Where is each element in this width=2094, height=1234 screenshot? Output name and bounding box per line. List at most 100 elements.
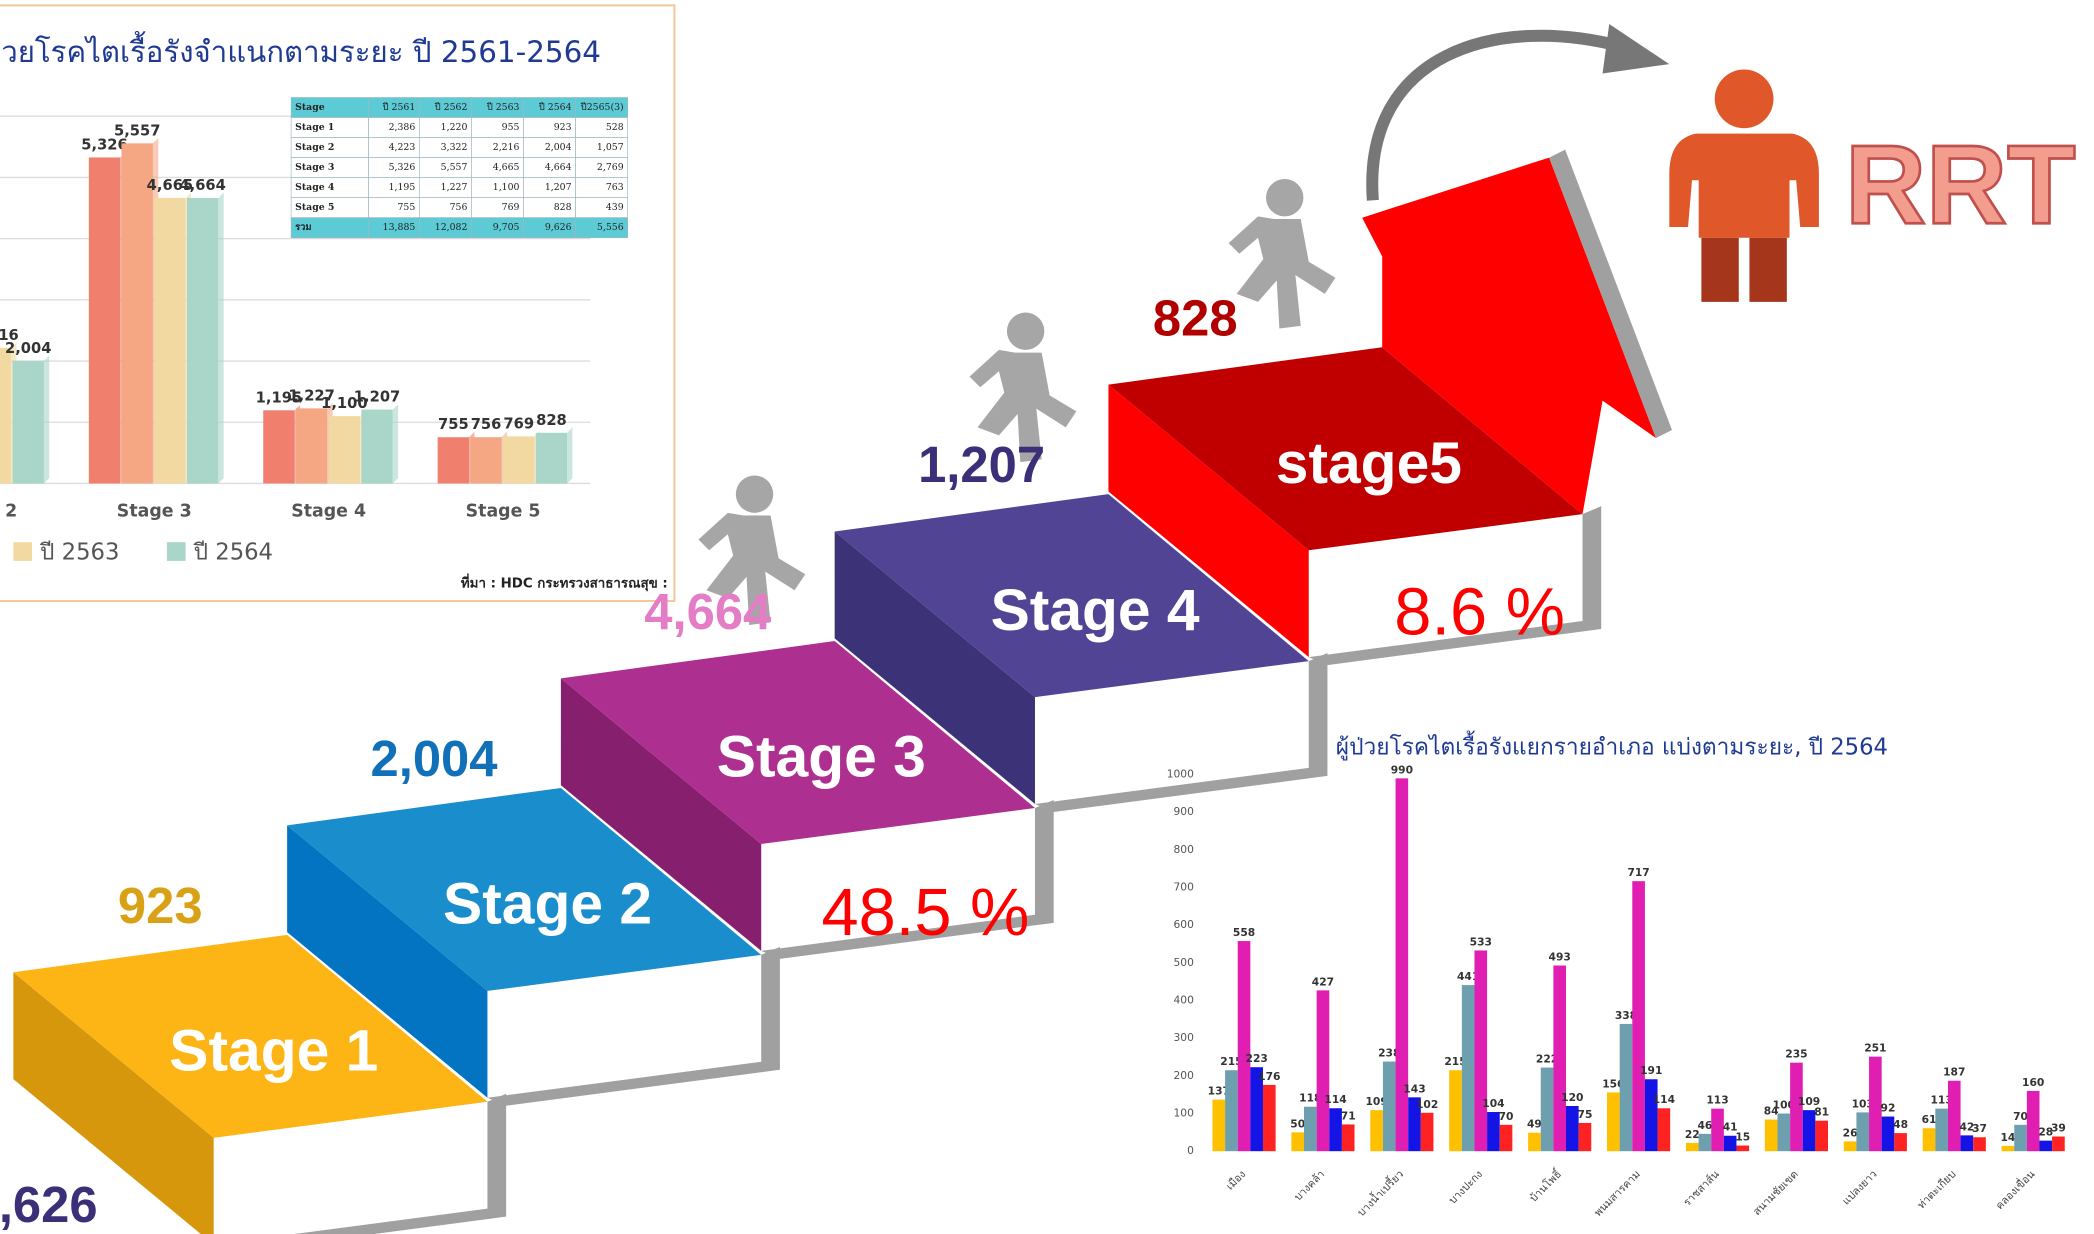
bar <box>1699 1134 1712 1151</box>
value-label: 48 <box>1893 1118 1908 1131</box>
value-label: 114 <box>1324 1093 1346 1106</box>
value-label: 558 <box>1233 926 1255 939</box>
y-tick-label: 800 <box>1174 843 1195 856</box>
value-label: 113 <box>1706 1094 1728 1107</box>
bar <box>1553 966 1566 1152</box>
table-text: 1,220 <box>441 122 468 133</box>
value-label: 427 <box>1312 975 1334 988</box>
table-text: 5,557 <box>441 162 468 173</box>
walker-head <box>1266 179 1303 216</box>
x-tick-label: บ้านโพธิ์ <box>1526 1165 1566 1205</box>
walker-head <box>1007 313 1044 350</box>
x-tick-label: ราชสาส์น <box>1681 1167 1723 1209</box>
table-text: Stage 2 <box>295 142 334 153</box>
bar <box>2039 1141 2052 1152</box>
table-text: ปี 2563 <box>486 101 520 113</box>
bar <box>1474 950 1487 1151</box>
bar <box>1894 1133 1907 1151</box>
bar <box>1238 941 1251 1151</box>
table-text: 2,004 <box>545 142 572 153</box>
bar <box>1291 1132 1304 1151</box>
value-label: 15 <box>1735 1131 1750 1144</box>
table-text: 1,207 <box>545 182 572 193</box>
value-label: 769 <box>503 415 534 432</box>
value-label: 70 <box>2013 1110 2028 1123</box>
table-text: 756 <box>450 202 468 213</box>
bar <box>122 143 153 483</box>
table-text: 439 <box>606 202 624 213</box>
value-label: 14 <box>2000 1131 2015 1144</box>
bar-depth <box>44 355 49 483</box>
table-text: Stage 5 <box>295 202 334 213</box>
bar <box>1317 990 1330 1151</box>
y-tick-label: 100 <box>1174 1107 1195 1120</box>
y-tick-label: 900 <box>1174 805 1195 818</box>
bar <box>361 410 392 484</box>
x-tick-label: Stage 4 <box>291 501 366 521</box>
bar <box>2002 1146 2015 1151</box>
table-text: Stage 4 <box>295 182 335 193</box>
walker-head <box>736 475 773 512</box>
x-tick-label: Stage 5 <box>466 501 541 521</box>
x-tick-label: Stage 2 <box>0 501 17 521</box>
infographic: RRT Stage 1923Stage 22,004Stage 34,664St… <box>0 0 2094 1234</box>
value-label: 4,664 <box>179 177 225 194</box>
table-text: รวม <box>295 222 311 233</box>
value-label: 251 <box>1864 1042 1886 1055</box>
bar-depth <box>218 193 223 484</box>
legend-label: ปี 2564 <box>193 539 273 565</box>
table-text: 923 <box>554 122 572 133</box>
bar <box>1342 1124 1355 1151</box>
figure-head <box>1715 69 1774 128</box>
figure-body <box>1669 134 1819 238</box>
bar <box>503 436 534 483</box>
value-label: 493 <box>1549 951 1571 964</box>
value-label: 75 <box>1578 1108 1593 1121</box>
bar <box>1645 1079 1658 1151</box>
x-tick-label: บางน้ำเปรี้ยว <box>1353 1166 1406 1219</box>
value-label: 70 <box>1499 1110 1514 1123</box>
legend-swatch <box>13 542 32 561</box>
rrt-label: RRT <box>1845 121 2076 247</box>
bar <box>1844 1141 1857 1151</box>
table-text: 3,322 <box>441 142 468 153</box>
table-text: 1,100 <box>493 182 520 193</box>
walker <box>1229 179 1336 329</box>
table-text: 755 <box>398 202 416 213</box>
value-label: 120 <box>1561 1091 1583 1104</box>
bar <box>1263 1085 1276 1151</box>
bar <box>187 198 218 483</box>
y-tick-label: 0 <box>1187 1144 1194 1157</box>
value-label: 114 <box>1653 1093 1675 1106</box>
x-tick-label: สนามชัยเขต <box>1750 1168 1800 1218</box>
table-text: ปี 2562 <box>434 101 468 113</box>
value-label: 104 <box>1482 1097 1504 1110</box>
table-text: 828 <box>554 202 572 213</box>
district-chart: ผู้ป่วยโรคไตเรื้อรังแยกรายอำเภอ แบ่งตามร… <box>1167 730 2066 1219</box>
table-text: ปี 2561 <box>382 101 416 113</box>
value-label: 176 <box>1258 1070 1280 1083</box>
stage-label: stage5 <box>1276 431 1462 496</box>
y-tick-label: 400 <box>1174 994 1195 1007</box>
table-text: 1,195 <box>389 182 416 193</box>
value-label: 160 <box>2022 1076 2044 1089</box>
bar <box>1225 1070 1238 1151</box>
value-label: 81 <box>1814 1106 1829 1119</box>
bar <box>1421 1113 1434 1151</box>
value-label: 50 <box>1290 1117 1305 1130</box>
table-text: 528 <box>606 122 624 133</box>
value-label: 990 <box>1391 763 1413 776</box>
value-label: 533 <box>1470 935 1492 948</box>
x-tick-label: บางคล้า <box>1291 1168 1327 1204</box>
bar <box>1212 1100 1225 1152</box>
table-text: 4,665 <box>493 162 520 173</box>
x-tick-label: ท่าตะเกียบ <box>1915 1167 1959 1211</box>
value-label: 71 <box>1341 1109 1356 1122</box>
value-label: 223 <box>1246 1052 1268 1065</box>
chart-title: ผู้ป่วยโรคไตเรื้อรังจำแนกตามระยะ ปี 2561… <box>0 31 601 70</box>
bar <box>329 416 360 483</box>
stage-value: 828 <box>1153 289 1238 346</box>
bar <box>1765 1120 1778 1152</box>
walker-body <box>1229 216 1336 328</box>
